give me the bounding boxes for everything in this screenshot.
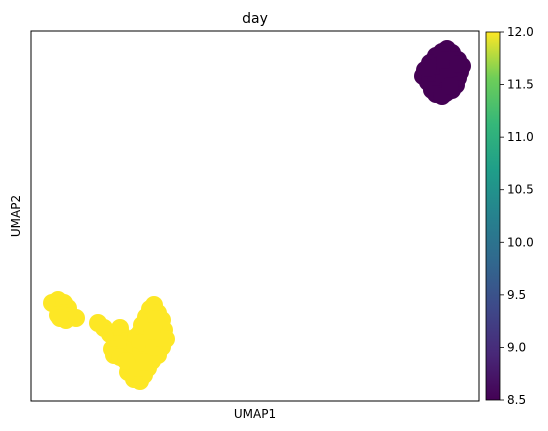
colorbar-tick-label: 11.0 bbox=[507, 130, 534, 144]
colorbar-ticks: 8.5 9.0 9.5 10.0 10.5 11.0 11.5 12.0 bbox=[500, 25, 534, 407]
colorbar: 8.5 9.0 9.5 10.0 10.5 11.0 11.5 12.0 bbox=[485, 25, 534, 407]
chart-title: day bbox=[242, 11, 268, 27]
colorbar-tick-label: 10.0 bbox=[507, 235, 534, 249]
colorbar-tick-label: 9.5 bbox=[507, 288, 526, 302]
y-axis-label: UMAP2 bbox=[9, 195, 23, 237]
colorbar-gradient bbox=[485, 31, 501, 401]
colorbar-tick-label: 12.0 bbox=[507, 25, 534, 39]
scatter-point-day-12 bbox=[51, 309, 69, 327]
colorbar-tick-label: 8.5 bbox=[507, 393, 526, 407]
scatter-point-day-12 bbox=[143, 322, 161, 340]
scatter-point-day-8-5 bbox=[449, 55, 467, 73]
plot-area bbox=[31, 31, 479, 401]
plot-frame bbox=[30, 30, 480, 402]
scatter-point-day-12 bbox=[135, 353, 153, 371]
colorbar-tick-label: 11.5 bbox=[507, 78, 534, 92]
colorbar-tick-label: 9.0 bbox=[507, 340, 526, 354]
x-axis-label: UMAP1 bbox=[234, 407, 276, 421]
scatter-point-day-8-5 bbox=[441, 77, 459, 95]
scatter-point-day-12 bbox=[131, 334, 149, 352]
scatter-point-day-8-5 bbox=[419, 59, 437, 77]
scatter-points bbox=[43, 40, 471, 390]
colorbar-tick-label: 10.5 bbox=[507, 183, 534, 197]
